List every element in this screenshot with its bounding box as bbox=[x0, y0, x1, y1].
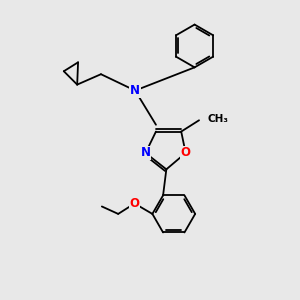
Text: O: O bbox=[130, 197, 140, 210]
Text: N: N bbox=[130, 84, 140, 97]
Text: N: N bbox=[140, 146, 151, 160]
Text: CH₃: CH₃ bbox=[207, 114, 228, 124]
Text: O: O bbox=[181, 146, 191, 160]
